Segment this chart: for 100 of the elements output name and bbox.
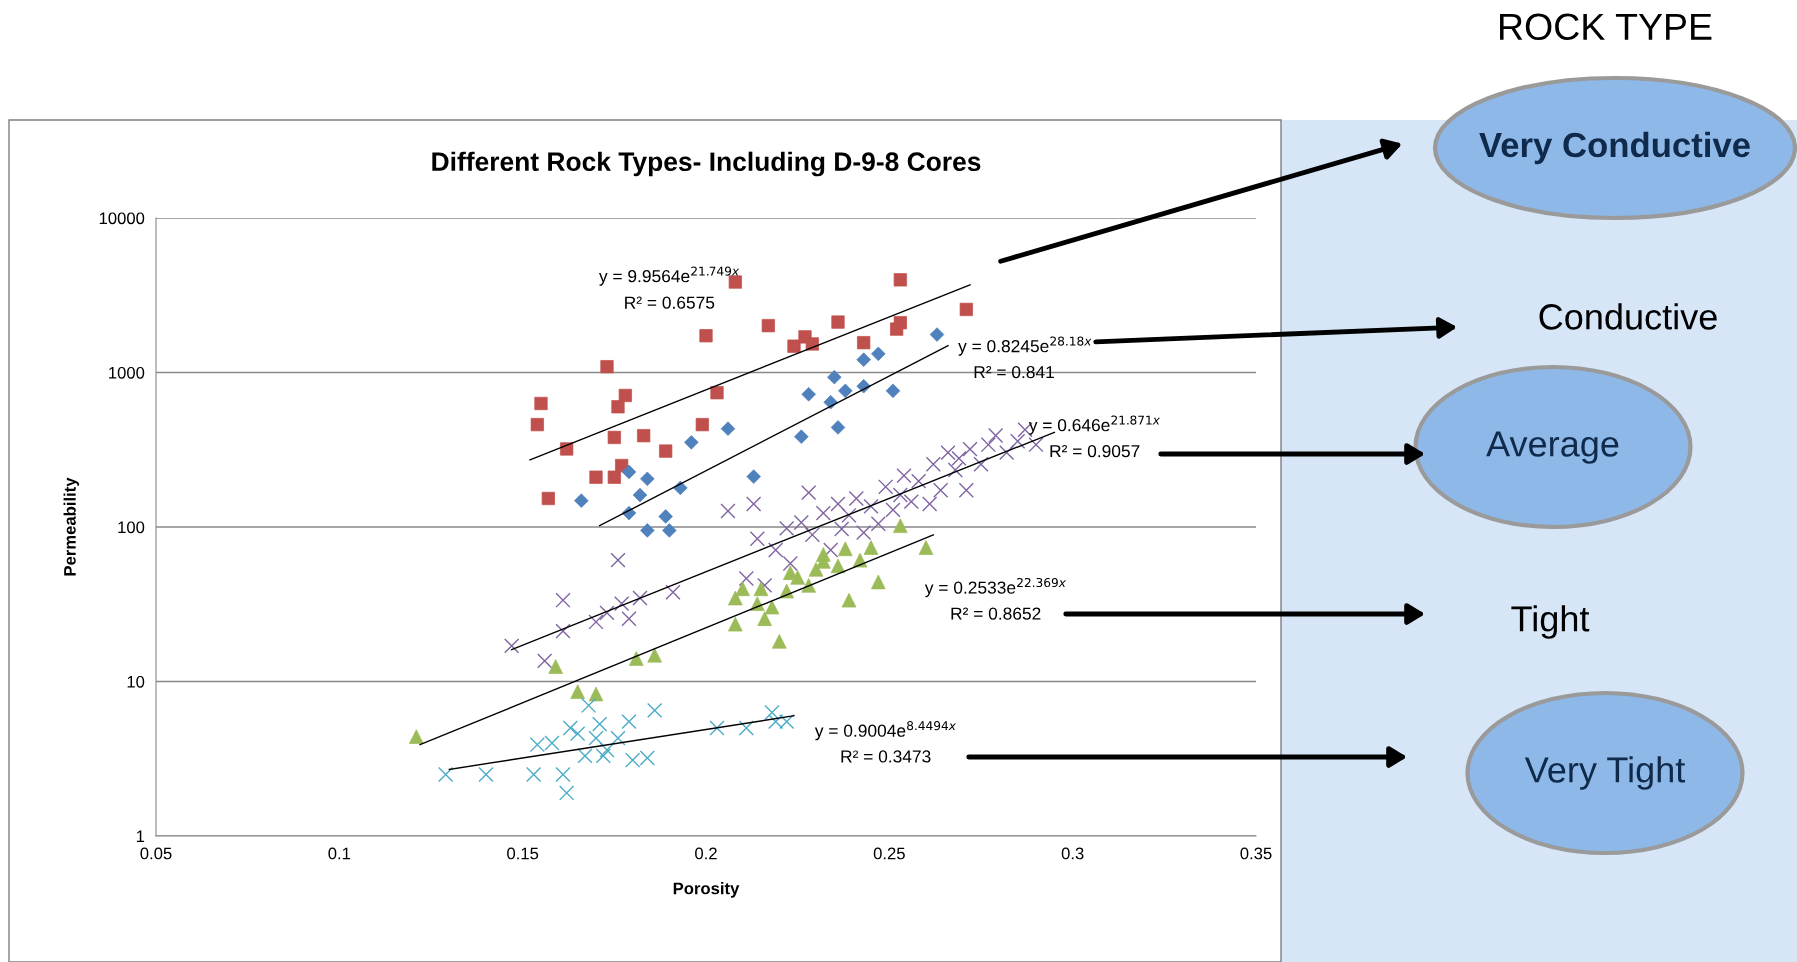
point [647, 702, 663, 719]
point [815, 505, 831, 521]
point [922, 496, 938, 512]
point [1028, 437, 1044, 453]
point [695, 418, 709, 432]
point [720, 421, 736, 436]
y-tick-label: 100 [118, 521, 145, 534]
point [958, 482, 974, 498]
point [621, 611, 637, 627]
point [929, 327, 945, 342]
x-tick-label: 0.3 [1061, 847, 1084, 860]
point [599, 605, 615, 621]
point [782, 555, 798, 572]
text: Very Tight [1524, 756, 1686, 790]
point [834, 521, 850, 537]
text: Tight [1511, 605, 1590, 639]
point [599, 742, 615, 758]
point [504, 638, 520, 654]
point [973, 456, 989, 472]
x-tick-label: 0.1 [328, 847, 351, 860]
point [581, 697, 597, 714]
annotation: R² = 0.841 [974, 365, 1054, 379]
point [947, 462, 963, 478]
point [534, 396, 548, 411]
point [562, 720, 578, 736]
point [856, 524, 872, 541]
point [577, 748, 593, 764]
point [559, 785, 575, 801]
point [933, 482, 949, 498]
point [962, 441, 978, 457]
point [757, 577, 773, 594]
legend-title: ROCK TYPE [1500, 13, 1712, 41]
point [768, 542, 784, 558]
point [827, 369, 842, 385]
point [1010, 433, 1026, 449]
point [893, 518, 908, 533]
point [764, 704, 780, 721]
x-tick-label: 0.25 [873, 847, 905, 860]
point [632, 590, 648, 606]
legend-label: Average [1486, 431, 1619, 464]
x-tick-label: 0.35 [1240, 847, 1272, 860]
point [610, 730, 626, 746]
point [709, 720, 725, 736]
point [863, 498, 879, 515]
point [749, 531, 765, 547]
annotation: y = 0.646e$^{21.871x}$ [1028, 415, 1161, 435]
point [637, 429, 651, 443]
point [830, 420, 846, 435]
point [555, 623, 571, 639]
point [801, 484, 817, 501]
point [761, 319, 775, 333]
point [720, 503, 736, 519]
point [610, 552, 626, 568]
point [779, 520, 795, 536]
y-axis-title: Permeability [63, 477, 80, 576]
point [537, 653, 553, 669]
point [526, 766, 542, 783]
point [555, 766, 571, 783]
point [614, 596, 630, 612]
point [738, 720, 754, 736]
point [588, 730, 604, 746]
x-axis-title: Porosity [673, 882, 740, 898]
point [871, 346, 886, 362]
legend-label: Very Conductive [1479, 131, 1750, 165]
point [823, 542, 839, 558]
text: Conductive [1539, 303, 1717, 330]
point [438, 766, 454, 783]
annotation: y = 0.2533e$^{22.369x}$ [924, 577, 1067, 598]
point [878, 479, 894, 495]
point [478, 766, 494, 783]
point [738, 570, 754, 587]
point [746, 496, 762, 512]
point [903, 493, 919, 510]
point [570, 725, 586, 742]
point [588, 614, 604, 630]
point [621, 713, 637, 730]
point [896, 467, 912, 484]
point [830, 496, 846, 512]
y-tick-label: 10000 [99, 212, 145, 225]
point [892, 487, 908, 503]
point [841, 507, 857, 523]
point [999, 444, 1015, 461]
x-tick-label: 0.05 [140, 847, 172, 860]
annotation: R² = 0.9057 [1050, 444, 1140, 458]
y-tick-label: 1 [136, 830, 145, 843]
annotation: R² = 0.8652 [951, 607, 1041, 620]
point [925, 456, 941, 472]
point [793, 514, 809, 531]
point [804, 527, 820, 543]
x-tick-label: 0.2 [695, 847, 717, 860]
point [951, 450, 967, 467]
point [530, 418, 544, 432]
point [848, 490, 864, 507]
point [595, 748, 611, 764]
x-tick-label: 0.15 [507, 847, 539, 860]
annotation: R² = 0.3473 [841, 750, 931, 763]
chart-title: Different Rock Types- Including D-9-8 Cores [432, 151, 981, 177]
y-tick-label: 10 [127, 675, 145, 688]
annotation: y = 9.9564e$^{21.749x}$ [598, 266, 740, 286]
annotation: y = 0.8245e$^{28.18x}$ [958, 336, 1092, 356]
